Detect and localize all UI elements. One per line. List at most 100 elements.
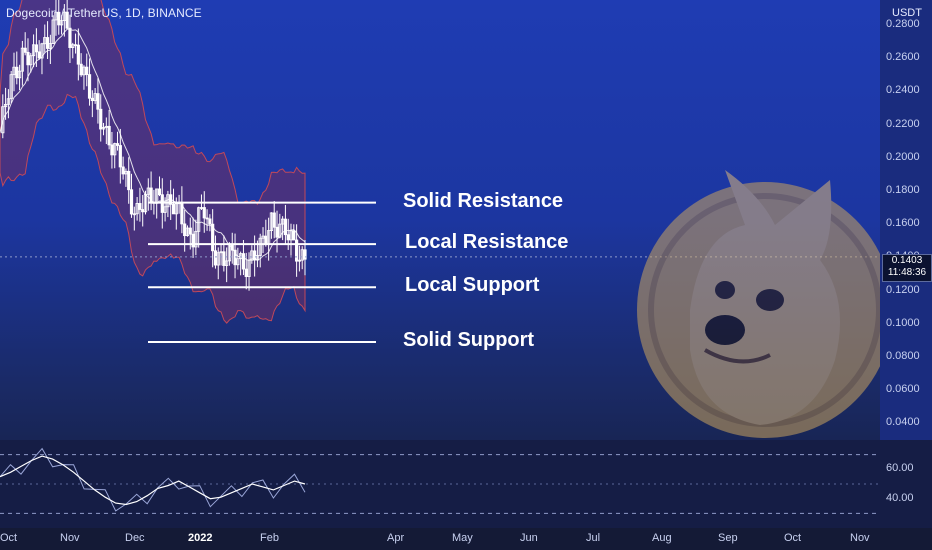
candle-body [3, 103, 8, 108]
candle-body [233, 249, 237, 266]
price-tick-label: 0.1000 [886, 316, 920, 329]
level-lines [0, 201, 880, 344]
candle-body [110, 144, 114, 156]
candle-body [71, 44, 75, 48]
candle-body [57, 11, 61, 26]
level-label: Local Support [405, 274, 540, 297]
x-axis-label: 2022 [188, 532, 213, 544]
candle-body [253, 250, 257, 261]
oscillator-panel[interactable] [0, 440, 880, 528]
level-label: Local Resistance [405, 231, 569, 254]
candle-body [85, 66, 89, 75]
bollinger-bands [0, 0, 306, 324]
oscillator-tick-label: 40.00 [886, 491, 914, 504]
candle-body [129, 189, 134, 215]
level-label: Solid Support [403, 329, 535, 352]
oscillator-line [0, 447, 306, 512]
candle-body [278, 223, 282, 238]
candle-body [40, 43, 44, 59]
candle-body [132, 213, 136, 216]
time-axis[interactable] [0, 528, 932, 550]
candle-body [113, 143, 117, 156]
candle-body [275, 226, 279, 238]
x-axis-label: Oct [0, 532, 18, 544]
candle-body [15, 66, 19, 79]
x-axis-label: Feb [260, 532, 279, 544]
candle-body [180, 201, 184, 225]
candle-body [1, 106, 5, 134]
candle-body [286, 234, 290, 241]
price-tick-label: 0.0800 [886, 349, 920, 362]
level-label: Solid Resistance [403, 189, 564, 212]
candle-body [107, 125, 111, 146]
price-tick-label: 0.2400 [886, 84, 920, 97]
x-axis-label: May [452, 532, 473, 544]
candle-body [141, 209, 145, 213]
candle-body [197, 207, 201, 232]
currency-label: USDT [892, 7, 922, 19]
price-tick-label: 0.1600 [886, 217, 920, 230]
price-chart[interactable] [0, 0, 880, 440]
candle-body [9, 74, 13, 100]
candle-body [247, 259, 251, 277]
price-tick-label: 0.2600 [886, 51, 920, 64]
candle-body [188, 227, 192, 235]
last-price-value: 0.1403 [891, 255, 923, 266]
candle-body [48, 43, 52, 49]
candle-body [194, 230, 198, 248]
doge-coin-image [637, 170, 880, 438]
candle-body [34, 44, 38, 53]
price-tick-label: 0.0600 [886, 383, 920, 396]
x-axis-label: Jun [520, 532, 538, 544]
candle-body [202, 207, 206, 219]
candle-body [160, 194, 164, 213]
bollinger-band-fill [0, 0, 306, 324]
candle-body [79, 63, 83, 76]
candle-body [292, 230, 296, 241]
candle-body [143, 193, 148, 213]
candle-body [68, 27, 72, 48]
candle-body [211, 223, 215, 252]
x-axis-label: Aug [652, 532, 672, 544]
candle-body [205, 217, 209, 220]
candle-body [174, 203, 178, 215]
price-tick-label: 0.1800 [886, 183, 920, 196]
x-axis-label: Apr [387, 532, 405, 544]
candle-body [99, 108, 103, 130]
x-axis-label: Oct [784, 532, 802, 544]
candle-body [163, 206, 167, 213]
price-scale[interactable] [880, 0, 932, 440]
candle-body [208, 218, 212, 225]
candle-body [236, 258, 240, 266]
candle-body [29, 55, 33, 66]
candle-body [222, 251, 226, 266]
x-axis-label: Jul [586, 532, 601, 544]
candle-body [115, 143, 120, 146]
candle-body [149, 187, 153, 203]
candle-body [295, 239, 299, 262]
candle-body [37, 51, 41, 59]
candle-body [121, 166, 125, 175]
x-axis-label: Nov [60, 532, 80, 544]
candle-body [87, 74, 92, 99]
candle-body [258, 237, 262, 256]
candle-body [73, 44, 78, 47]
oscillator-tick-label: 60.00 [886, 462, 914, 475]
candle-body [45, 37, 50, 49]
candle-body [26, 51, 30, 66]
candle-body [90, 97, 94, 102]
price-tick-label: 0.2000 [886, 150, 920, 163]
chart-title: Dogecoin / TetherUS, 1D, BINANCE [6, 6, 202, 20]
candle-body [169, 194, 173, 205]
candle-body [23, 47, 27, 53]
candle-body [118, 145, 122, 168]
candle-body [255, 255, 260, 261]
x-axis-label: Nov [850, 532, 870, 544]
oscillator-scale[interactable] [880, 440, 932, 528]
candle-body [216, 252, 220, 266]
candle-body [297, 259, 302, 262]
x-axis-label: Dec [125, 532, 145, 544]
candle-body [157, 188, 162, 196]
candle-body [171, 203, 176, 215]
